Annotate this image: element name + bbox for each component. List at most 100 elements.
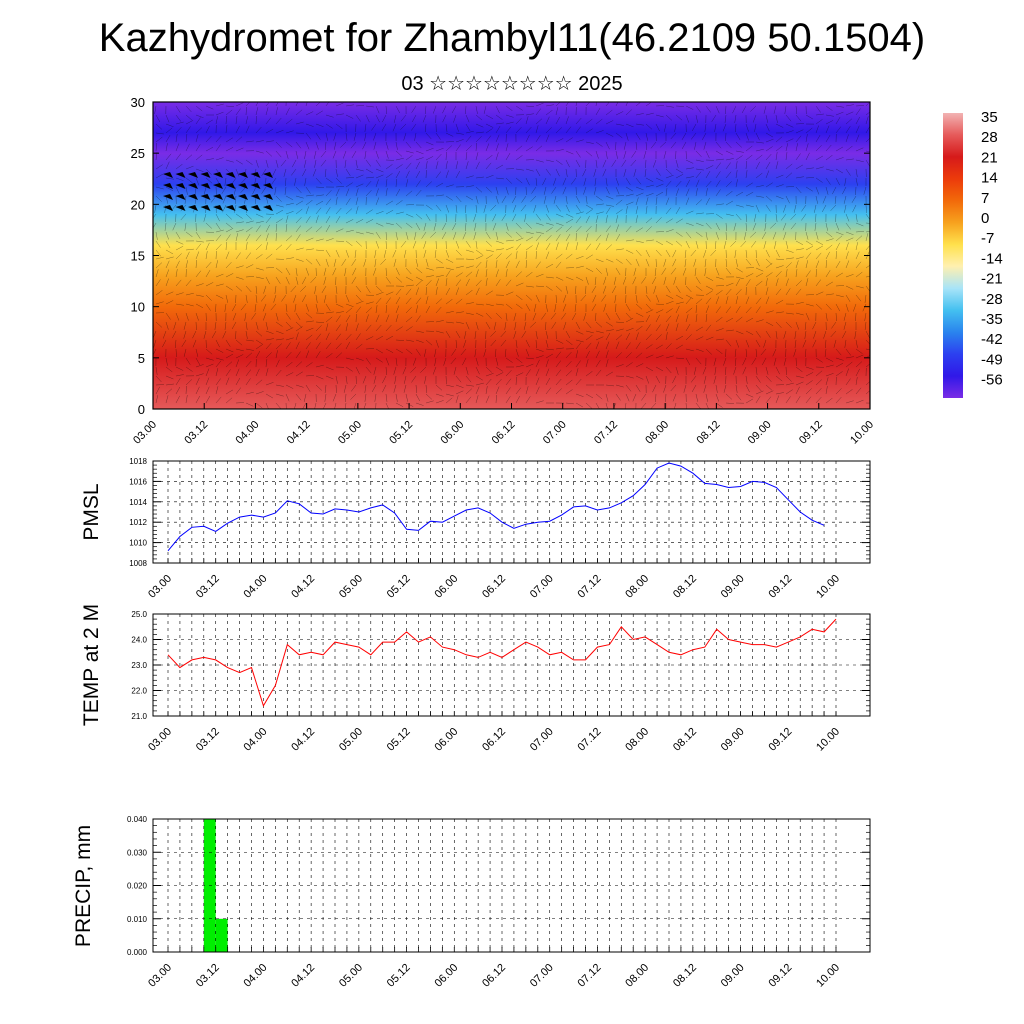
wind-barb <box>222 204 227 213</box>
wind-barb <box>625 109 632 116</box>
wind-barb <box>165 256 174 260</box>
wind-barb <box>373 375 377 384</box>
wind-barb <box>542 177 547 186</box>
wind-barb <box>801 204 807 212</box>
wind-barb <box>665 229 674 233</box>
wind-barb <box>645 132 649 141</box>
wind-barb <box>675 180 682 188</box>
wind-barb <box>695 188 698 197</box>
wind-barb <box>285 327 294 332</box>
wind-barb <box>265 253 273 260</box>
wind-barb <box>770 222 777 229</box>
wind-barb <box>825 281 834 287</box>
wind-barb <box>605 258 614 263</box>
wind-barb <box>335 315 341 323</box>
wind-barb <box>734 114 737 123</box>
wind-barb <box>375 105 380 114</box>
wind-barb <box>805 240 813 246</box>
wind-barb <box>593 168 597 177</box>
wind-barb <box>625 201 634 206</box>
wind-barb <box>745 132 749 141</box>
wind-barb <box>795 186 802 194</box>
wind-barb <box>515 145 523 152</box>
wind-barb <box>793 204 797 213</box>
wind-barb <box>815 291 824 296</box>
wind-barb <box>755 204 760 213</box>
wind-barb <box>275 369 282 377</box>
precip-y-axis-label: PRECIP, mm <box>72 825 95 947</box>
wind-barb <box>645 206 648 215</box>
wind-barb <box>294 303 297 312</box>
wind-barb <box>255 150 264 154</box>
wind-barb <box>835 168 844 174</box>
wind-barb <box>585 267 594 272</box>
wind-barb <box>825 231 833 238</box>
wind-barb <box>325 353 333 359</box>
wind-barb <box>795 153 801 161</box>
wind-barb <box>165 260 170 269</box>
wind-barb <box>325 366 334 371</box>
wind-barb <box>434 357 437 366</box>
wind-barb <box>265 368 269 377</box>
wind-barb <box>715 402 723 408</box>
wind-barb <box>715 317 723 323</box>
wind-barb <box>205 377 210 386</box>
wind-barb <box>845 378 851 386</box>
wind-barb <box>185 231 193 238</box>
wind-barb <box>585 359 589 368</box>
wind-barb <box>385 402 389 409</box>
wind-barb <box>805 177 815 179</box>
wind-barb <box>625 393 630 402</box>
wind-barb <box>602 285 607 294</box>
wind-barb <box>675 188 679 197</box>
wind-barb <box>501 195 507 204</box>
wind-barb <box>575 285 577 295</box>
wind-barb <box>265 224 270 233</box>
wind-barb <box>545 285 553 291</box>
wind-barb <box>835 272 844 278</box>
wind-barb <box>563 321 567 330</box>
wind-barb <box>162 330 167 339</box>
wind-barb <box>565 195 568 204</box>
wind-barb <box>155 269 159 278</box>
wind-barb <box>485 114 494 120</box>
wind-barb <box>465 384 474 387</box>
wind-barb <box>530 195 537 202</box>
wind-barb <box>184 222 187 231</box>
wind-barb <box>485 269 488 278</box>
wind-barb <box>172 330 177 339</box>
wind-barb <box>290 285 297 293</box>
wind-barb <box>235 285 243 292</box>
wind-barb <box>275 276 281 284</box>
wind-barb <box>815 105 821 113</box>
wind-barb <box>655 231 665 233</box>
wind-barb <box>775 114 778 123</box>
wind-barb <box>565 150 574 155</box>
wind-barb <box>815 125 819 134</box>
wind-barb <box>495 279 501 287</box>
wind-barb <box>775 195 784 200</box>
wind-barb <box>205 348 213 355</box>
wind-barb <box>805 294 815 296</box>
wind-barb <box>495 248 504 251</box>
wind-barb <box>595 330 604 334</box>
wind-barb <box>425 213 431 221</box>
x-tick-label: 06.00 <box>432 962 460 990</box>
wind-barb <box>523 321 527 330</box>
wind-barb <box>703 375 707 384</box>
wind-barb <box>455 384 464 388</box>
wind-barb <box>655 258 657 268</box>
wind-barb <box>735 278 741 287</box>
wind-barb <box>165 153 172 161</box>
wind-barb <box>235 221 244 224</box>
wind-barb <box>495 105 500 114</box>
wind-barb <box>755 258 760 267</box>
wind-barb <box>505 378 512 386</box>
wind-barb <box>205 251 208 260</box>
wind-barb <box>615 224 620 233</box>
wind-barb <box>685 176 694 179</box>
wind-barb <box>485 249 494 252</box>
wind-barb <box>670 384 677 392</box>
wind-barb <box>565 267 575 269</box>
